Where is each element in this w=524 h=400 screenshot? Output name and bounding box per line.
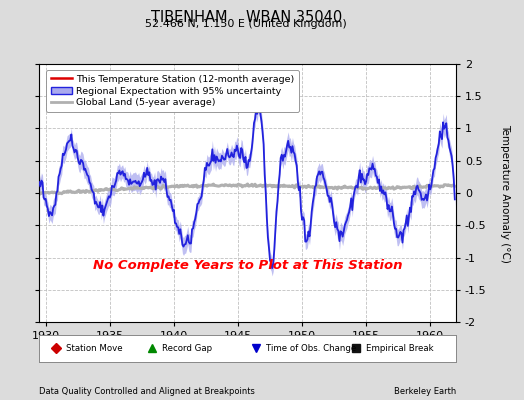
Text: No Complete Years to Plot at This Station: No Complete Years to Plot at This Statio… bbox=[93, 259, 402, 272]
Text: Berkeley Earth: Berkeley Earth bbox=[394, 387, 456, 396]
Text: Station Move: Station Move bbox=[67, 344, 123, 353]
Text: Empirical Break: Empirical Break bbox=[366, 344, 434, 353]
Text: TIBENHAM    WBAN 35040: TIBENHAM WBAN 35040 bbox=[151, 10, 342, 25]
Y-axis label: Temperature Anomaly (°C): Temperature Anomaly (°C) bbox=[500, 124, 510, 262]
Text: Time of Obs. Change: Time of Obs. Change bbox=[266, 344, 357, 353]
Text: 52.466 N, 1.150 E (United Kingdom): 52.466 N, 1.150 E (United Kingdom) bbox=[145, 19, 347, 29]
Text: Data Quality Controlled and Aligned at Breakpoints: Data Quality Controlled and Aligned at B… bbox=[39, 387, 255, 396]
Text: Record Gap: Record Gap bbox=[162, 344, 212, 353]
Legend: This Temperature Station (12-month average), Regional Expectation with 95% uncer: This Temperature Station (12-month avera… bbox=[46, 70, 299, 112]
